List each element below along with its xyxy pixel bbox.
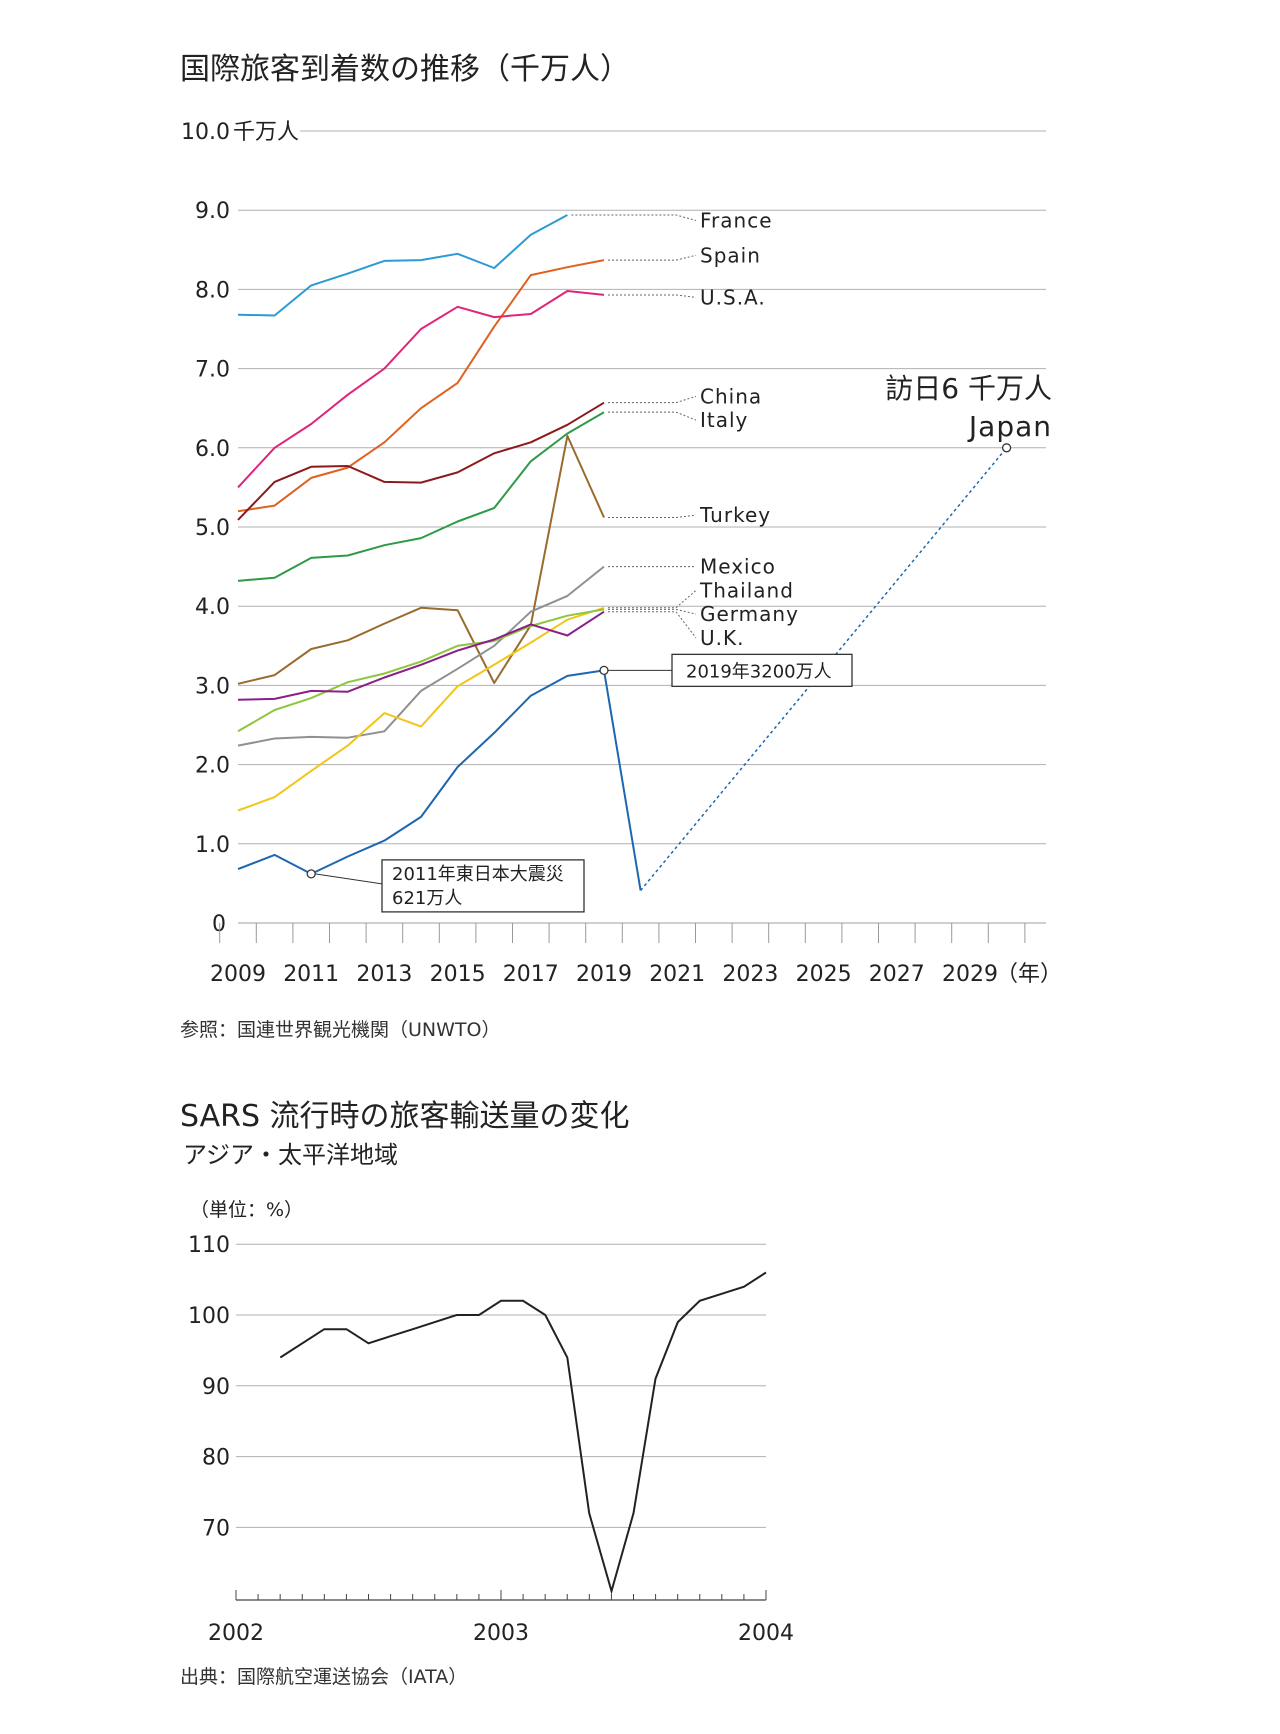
x-tick-label: 2011 bbox=[283, 962, 339, 987]
series-label-turkey: Turkey bbox=[699, 503, 771, 527]
series-label-leader bbox=[608, 514, 697, 518]
series-label-u-k: U.K. bbox=[700, 626, 744, 650]
series-label-china: China bbox=[700, 384, 762, 408]
x-tick-label: 2009 bbox=[210, 962, 266, 987]
chart2-subtitle: アジア・太平洋地域 bbox=[183, 1141, 399, 1169]
y-tick-label: 4.0 bbox=[195, 595, 230, 620]
series-label-u-s-a: U.S.A. bbox=[700, 285, 766, 309]
series-line-passenger-traffic bbox=[279, 1271, 767, 1595]
y-tick-label: 3.0 bbox=[195, 674, 230, 699]
y-tick-label: 10.0 bbox=[181, 120, 230, 145]
chart1-plot: 0 1.0 2.0 3.0 4.0 5.0 6.0 7.0 8.0 9.0 10.0 千万人 2009 2… bbox=[181, 120, 1062, 987]
y-tick-label: 2.0 bbox=[195, 754, 230, 779]
chart1-title: 国際旅客到着数の推移（千万人） bbox=[180, 52, 630, 87]
annotation-2011-text: 2011年東日本大震災 bbox=[392, 864, 564, 885]
series-label-leader bbox=[608, 608, 697, 615]
x-tick-label: 2013 bbox=[356, 962, 412, 987]
y-tick-label: 7.0 bbox=[195, 358, 230, 383]
x-tick-label: 2019 bbox=[576, 962, 632, 987]
x-tick-label: 2003 bbox=[473, 1621, 529, 1646]
series-label-germany: Germany bbox=[700, 602, 799, 626]
y-tick-label: 100 bbox=[188, 1304, 230, 1329]
x-tick-label: 2004 bbox=[738, 1621, 794, 1646]
series-line-turkey bbox=[237, 434, 605, 685]
series-label-italy: Italy bbox=[700, 408, 748, 432]
series-line-spain bbox=[237, 259, 605, 513]
series-line-china bbox=[237, 401, 605, 521]
series-label-france: France bbox=[700, 208, 773, 232]
y-unit-label: （単位：%） bbox=[190, 1199, 303, 1221]
series-line-france bbox=[237, 214, 568, 317]
x-tick-label: 2015 bbox=[430, 962, 486, 987]
y-tick-label: 8.0 bbox=[195, 278, 230, 303]
x-unit-label: （年） bbox=[996, 962, 1062, 987]
chart2-source: 出典：国際航空運送協会（IATA） bbox=[180, 1666, 468, 1688]
y-tick-label: 90 bbox=[202, 1375, 230, 1400]
x-tick-label: 2023 bbox=[722, 962, 778, 987]
series-label-thailand: Thailand bbox=[699, 578, 794, 602]
y-unit-label: 千万人 bbox=[233, 120, 299, 145]
annotation-japan-target-marker bbox=[1001, 443, 1012, 453]
series-label-leader bbox=[608, 294, 697, 298]
y-tick-label: 9.0 bbox=[195, 199, 230, 224]
series-label-leader bbox=[608, 589, 697, 609]
annotation-japan-target-text: 訪日6 千万人 bbox=[885, 372, 1052, 405]
series-label-leader bbox=[571, 214, 697, 221]
chart1-source: 参照：国連世界観光機関（UNWTO） bbox=[180, 1019, 501, 1041]
annotation-2011-box bbox=[381, 859, 585, 913]
series-line-u-s-a bbox=[237, 290, 605, 489]
series-label-mexico: Mexico bbox=[700, 555, 776, 579]
x-tick-label: 2021 bbox=[649, 962, 705, 987]
y-tick-label: 1.0 bbox=[195, 833, 230, 858]
x-tick-label: 2025 bbox=[796, 962, 852, 987]
annotation-2019-box bbox=[671, 653, 853, 688]
annotation-2011-leader bbox=[315, 873, 383, 885]
series-line-thailand bbox=[237, 606, 605, 812]
series-line-japan bbox=[237, 669, 642, 891]
x-tick-label: 2002 bbox=[208, 1621, 264, 1646]
series-label-leader bbox=[608, 395, 697, 404]
series-label-spain: Spain bbox=[700, 243, 761, 267]
y-tick-label: 110 bbox=[188, 1233, 230, 1258]
annotation-japan-target-text2: Japan bbox=[967, 410, 1052, 443]
series-line-u-k bbox=[237, 610, 605, 701]
series-label-leader bbox=[608, 411, 697, 421]
x-tick-label: 2027 bbox=[869, 962, 925, 987]
series-line-italy bbox=[237, 411, 605, 582]
y-tick-label: 0 bbox=[212, 912, 226, 937]
series-line-mexico bbox=[237, 565, 605, 747]
x-tick-label: 2029 bbox=[942, 962, 998, 987]
x-tick-label: 2017 bbox=[503, 962, 559, 987]
y-tick-label: 5.0 bbox=[195, 516, 230, 541]
series-line-germany bbox=[237, 608, 605, 733]
annotation-2011-text2: 621万人 bbox=[392, 888, 462, 909]
y-tick-label: 80 bbox=[202, 1446, 230, 1471]
chart2-title: SARS 流行時の旅客輸送量の変化 bbox=[180, 1099, 630, 1134]
y-tick-label: 6.0 bbox=[195, 437, 230, 462]
series-label-leader bbox=[608, 611, 697, 639]
annotation-2019-text: 2019年3200万人 bbox=[686, 661, 832, 682]
y-tick-label: 70 bbox=[202, 1516, 230, 1541]
series-label-leader bbox=[608, 254, 697, 261]
